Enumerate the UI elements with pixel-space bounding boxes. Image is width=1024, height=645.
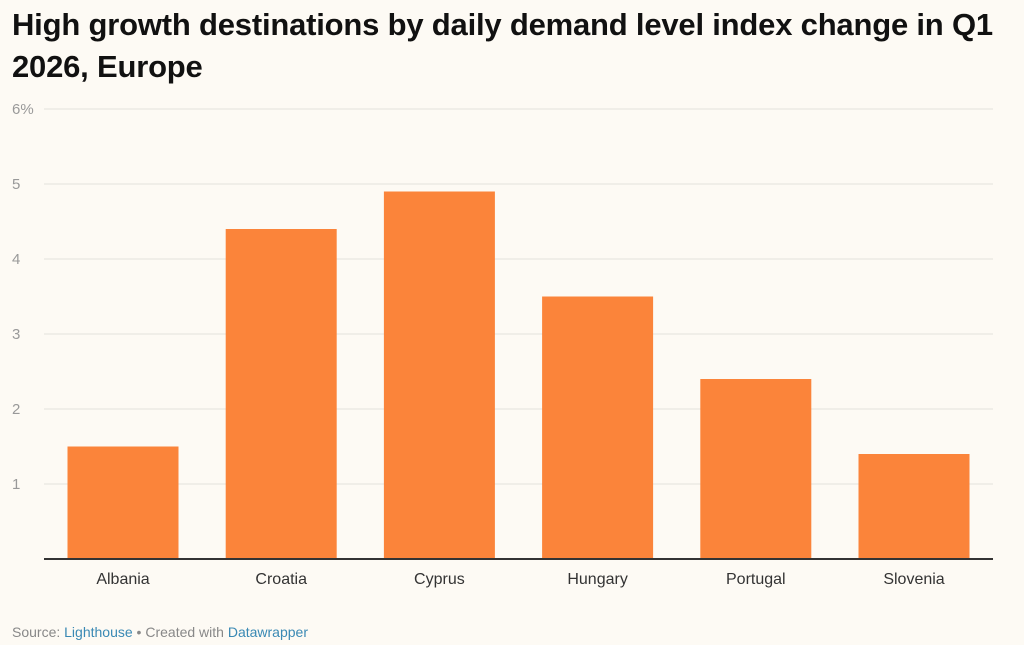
x-tick-label: Albania: [96, 571, 149, 588]
source-link[interactable]: Lighthouse: [64, 624, 133, 640]
y-tick-label: 1: [12, 476, 20, 493]
x-tick-label: Portugal: [726, 571, 786, 588]
chart-footer: Source: Lighthouse • Created with Datawr…: [12, 624, 308, 640]
y-tick-label: 2: [12, 401, 20, 418]
datawrapper-link[interactable]: Datawrapper: [227, 624, 308, 640]
bar-hungary[interactable]: [542, 296, 654, 560]
x-tick-label: Slovenia: [883, 571, 944, 588]
chart-title: High growth destinations by daily demand…: [12, 7, 993, 84]
y-tick-label: 6%: [12, 101, 34, 118]
x-tick-label: Croatia: [255, 571, 307, 588]
x-tick-label: Cyprus: [414, 571, 465, 588]
x-tick-label: Hungary: [567, 571, 627, 588]
bar-croatia[interactable]: [225, 229, 337, 559]
bar-cyprus[interactable]: [383, 191, 495, 560]
bar-slovenia[interactable]: [858, 454, 970, 559]
bar-albania[interactable]: [67, 446, 179, 560]
footer-separator: •: [136, 624, 142, 640]
source-label: Source:: [12, 624, 61, 640]
y-tick-label: 4: [12, 251, 20, 268]
created-with-label: Created with: [145, 624, 224, 640]
y-tick-label: 5: [12, 176, 20, 193]
y-tick-label: 3: [12, 326, 20, 343]
bar-portugal[interactable]: [700, 379, 812, 559]
bar-chart: 1 2 3 4 5 6% Albania Croatia Cyprus Hungary Portug…: [12, 101, 993, 588]
